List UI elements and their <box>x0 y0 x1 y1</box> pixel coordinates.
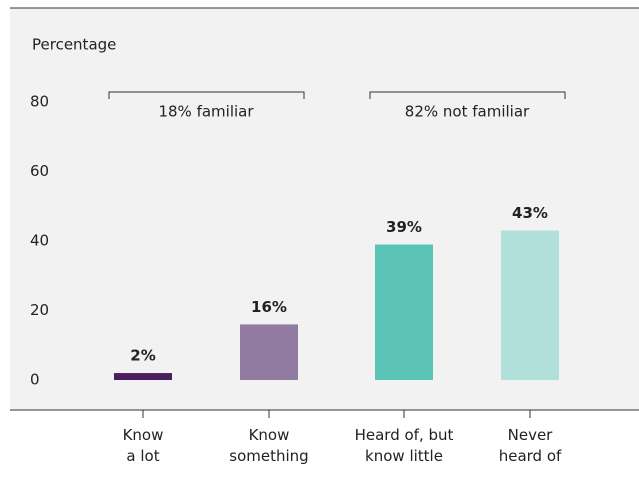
x-tick-label-line: Know <box>249 426 290 444</box>
bracket <box>108 91 305 99</box>
x-tick-label-line: a lot <box>126 447 159 465</box>
bar <box>375 244 433 380</box>
x-tick-label-line: Never <box>508 426 554 444</box>
x-tick-label: Never heard of <box>499 426 562 465</box>
x-tick-label-line: something <box>229 447 308 465</box>
bar <box>240 324 298 380</box>
x-tick-label: Know something <box>229 426 308 465</box>
x-tick-label-line: Heard of, but <box>355 426 454 444</box>
y-axis-label: Percentage <box>32 36 116 54</box>
x-tick-label: Know a lot <box>123 426 164 465</box>
x-tick-label: Heard of, but know little <box>355 426 454 465</box>
value-label: 2% <box>130 347 155 365</box>
value-label: 16% <box>251 298 287 316</box>
x-tick-label-line: Know <box>123 426 164 444</box>
y-tick-label: 0 <box>30 371 40 389</box>
bar <box>501 230 559 380</box>
annotation: 18% familiar <box>158 103 254 121</box>
bar <box>114 373 172 380</box>
bracket <box>369 91 566 99</box>
x-tick-label-line: know little <box>365 447 443 465</box>
value-label: 43% <box>512 204 548 222</box>
y-tick-label: 20 <box>30 301 49 319</box>
y-tick-label: 40 <box>30 232 49 250</box>
annotation: 82% not familiar <box>405 103 530 121</box>
y-tick-label: 80 <box>30 93 49 111</box>
y-tick-label: 60 <box>30 162 49 180</box>
x-tick-label-line: heard of <box>499 447 562 465</box>
value-label: 39% <box>386 218 422 236</box>
